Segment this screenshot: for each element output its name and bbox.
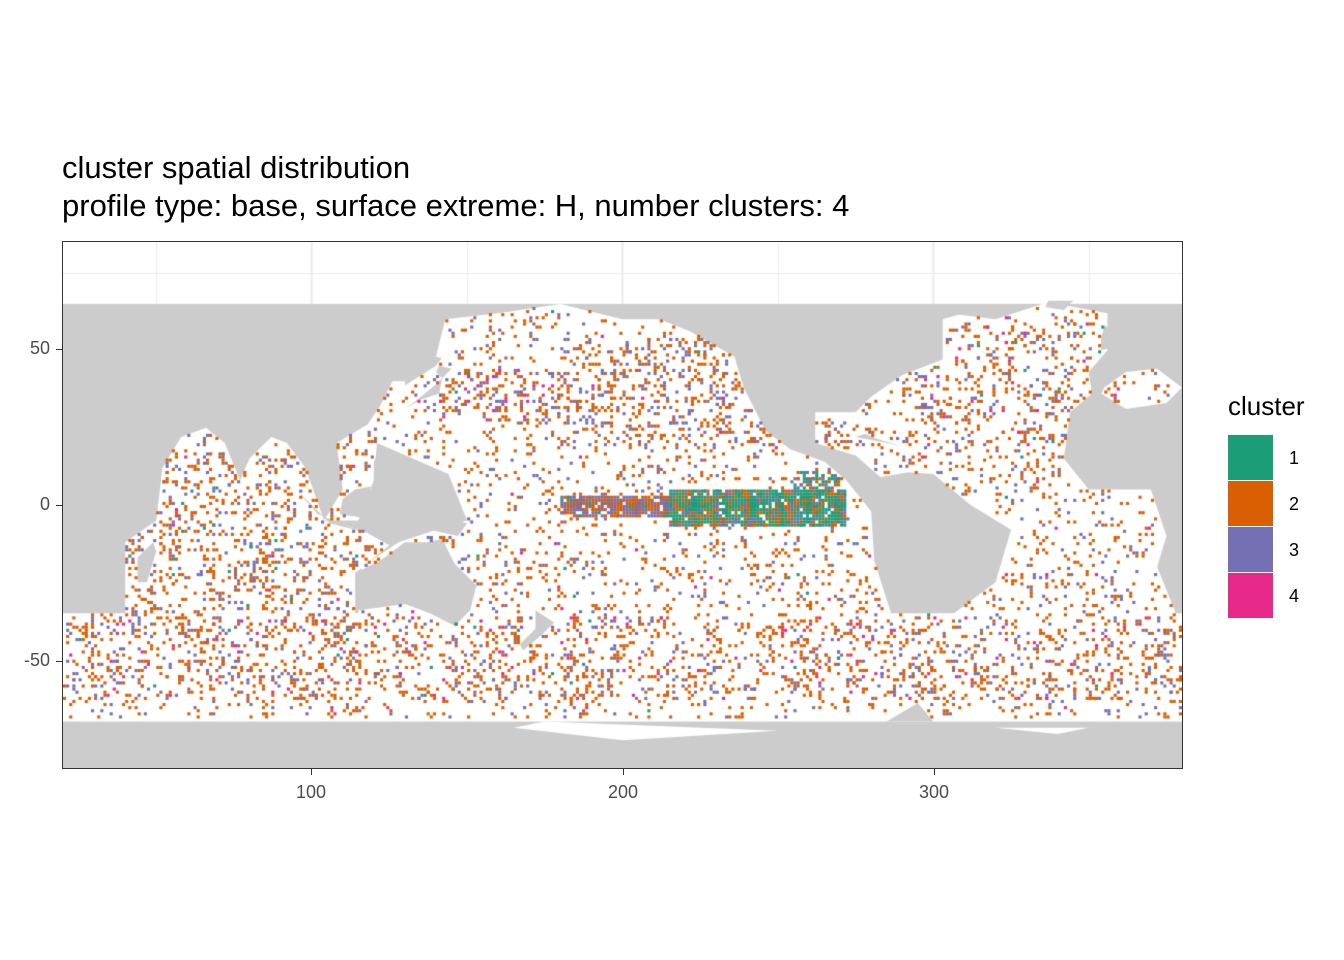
y-tick-label: 0 [39,494,50,514]
y-tick-mark [56,349,62,350]
legend-key-cluster-2 [1228,481,1273,526]
legend-key-cluster-4 [1228,573,1273,618]
y-tick-label: -50 [23,650,50,670]
x-tick-mark [311,769,312,775]
y-tick-mark [56,505,62,506]
plot-panel [62,241,1183,769]
chart-title: cluster spatial distribution [62,150,411,185]
x-tick-label: 200 [607,782,639,802]
legend-label: 2 [1289,494,1300,514]
x-tick-label: 300 [918,782,950,802]
cluster-map-raster [63,242,1182,768]
legend-label: 1 [1289,448,1300,468]
chart-subtitle: profile type: base, surface extreme: H, … [62,188,850,223]
x-tick-mark [934,769,935,775]
legend-key-cluster-1 [1228,435,1273,480]
y-tick-label: 50 [29,338,50,358]
legend-label: 3 [1289,540,1300,560]
legend-label: 4 [1289,586,1300,606]
x-tick-mark [623,769,624,775]
x-tick-label: 100 [295,782,327,802]
y-tick-mark [56,661,62,662]
legend-title: cluster [1228,391,1305,421]
legend-key-cluster-3 [1228,527,1273,572]
